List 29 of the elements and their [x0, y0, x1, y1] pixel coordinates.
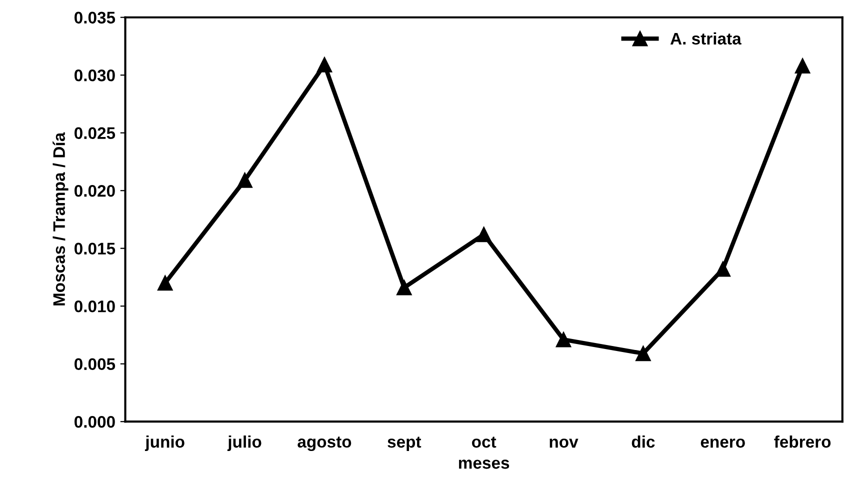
x-tick-label: agosto [298, 436, 352, 452]
y-tick-label: 0.000 [74, 416, 115, 428]
x-tick-label: oct [472, 436, 496, 448]
point [636, 346, 651, 362]
point [237, 172, 252, 188]
x-tick-label: sept [388, 436, 422, 452]
point [794, 58, 810, 74]
y-tick-label: 0.025 [74, 127, 116, 140]
legend-label: A. striata [670, 32, 742, 45]
x-tick-label: julio [227, 435, 262, 452]
y-axis-title: Moscas / Trampa / Día [52, 132, 68, 306]
point [556, 332, 572, 348]
x-tick-label: enero [700, 438, 745, 448]
x-axis-title: meses [458, 460, 510, 469]
point [476, 226, 492, 242]
point [157, 275, 173, 291]
x-tick-label: febrero [774, 435, 831, 448]
x-tick-label: junio [144, 435, 184, 452]
y-tick-label: 0.030 [74, 70, 115, 82]
x-tick-label: nov [550, 438, 578, 448]
y-tick-label: 0.035 [74, 12, 116, 24]
y-tick-label: 0.010 [74, 300, 115, 312]
point [715, 262, 731, 277]
point [396, 280, 412, 296]
y-tick-label: 0.020 [74, 185, 115, 197]
y-tick-label: 0.005 [74, 358, 116, 370]
point [316, 57, 332, 72]
x-tick-label: dic [632, 435, 655, 448]
y-tick-label: 0.015 [74, 242, 116, 255]
